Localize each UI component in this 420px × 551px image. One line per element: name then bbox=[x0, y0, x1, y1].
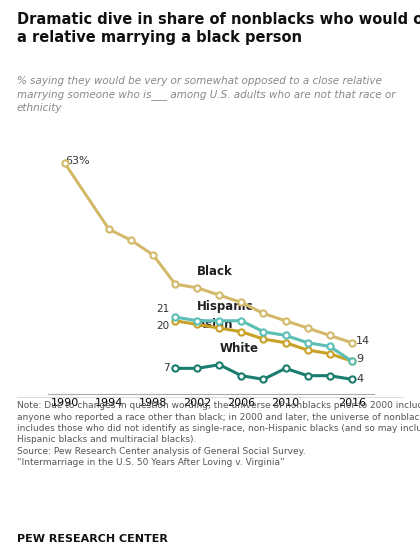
Text: 14: 14 bbox=[356, 336, 370, 346]
Text: White: White bbox=[219, 342, 258, 355]
Text: 4: 4 bbox=[356, 374, 363, 385]
Text: PEW RESEARCH CENTER: PEW RESEARCH CENTER bbox=[17, 534, 168, 544]
Text: 63%: 63% bbox=[65, 156, 89, 166]
Text: Hispanic: Hispanic bbox=[197, 300, 254, 313]
Text: 9: 9 bbox=[356, 354, 363, 364]
Text: Note: Due to changes in question wording, the universe of nonblacks prior to 200: Note: Due to changes in question wording… bbox=[17, 401, 420, 467]
Text: 21: 21 bbox=[156, 304, 170, 314]
Text: 7: 7 bbox=[163, 363, 170, 372]
Text: Asian: Asian bbox=[197, 318, 234, 331]
Text: % saying they would be very or somewhat opposed to a close relative
marrying som: % saying they would be very or somewhat … bbox=[17, 76, 395, 112]
Text: Black: Black bbox=[197, 265, 233, 278]
Text: 20: 20 bbox=[157, 321, 170, 332]
Text: Dramatic dive in share of nonblacks who would oppose
a relative marrying a black: Dramatic dive in share of nonblacks who … bbox=[17, 12, 420, 45]
